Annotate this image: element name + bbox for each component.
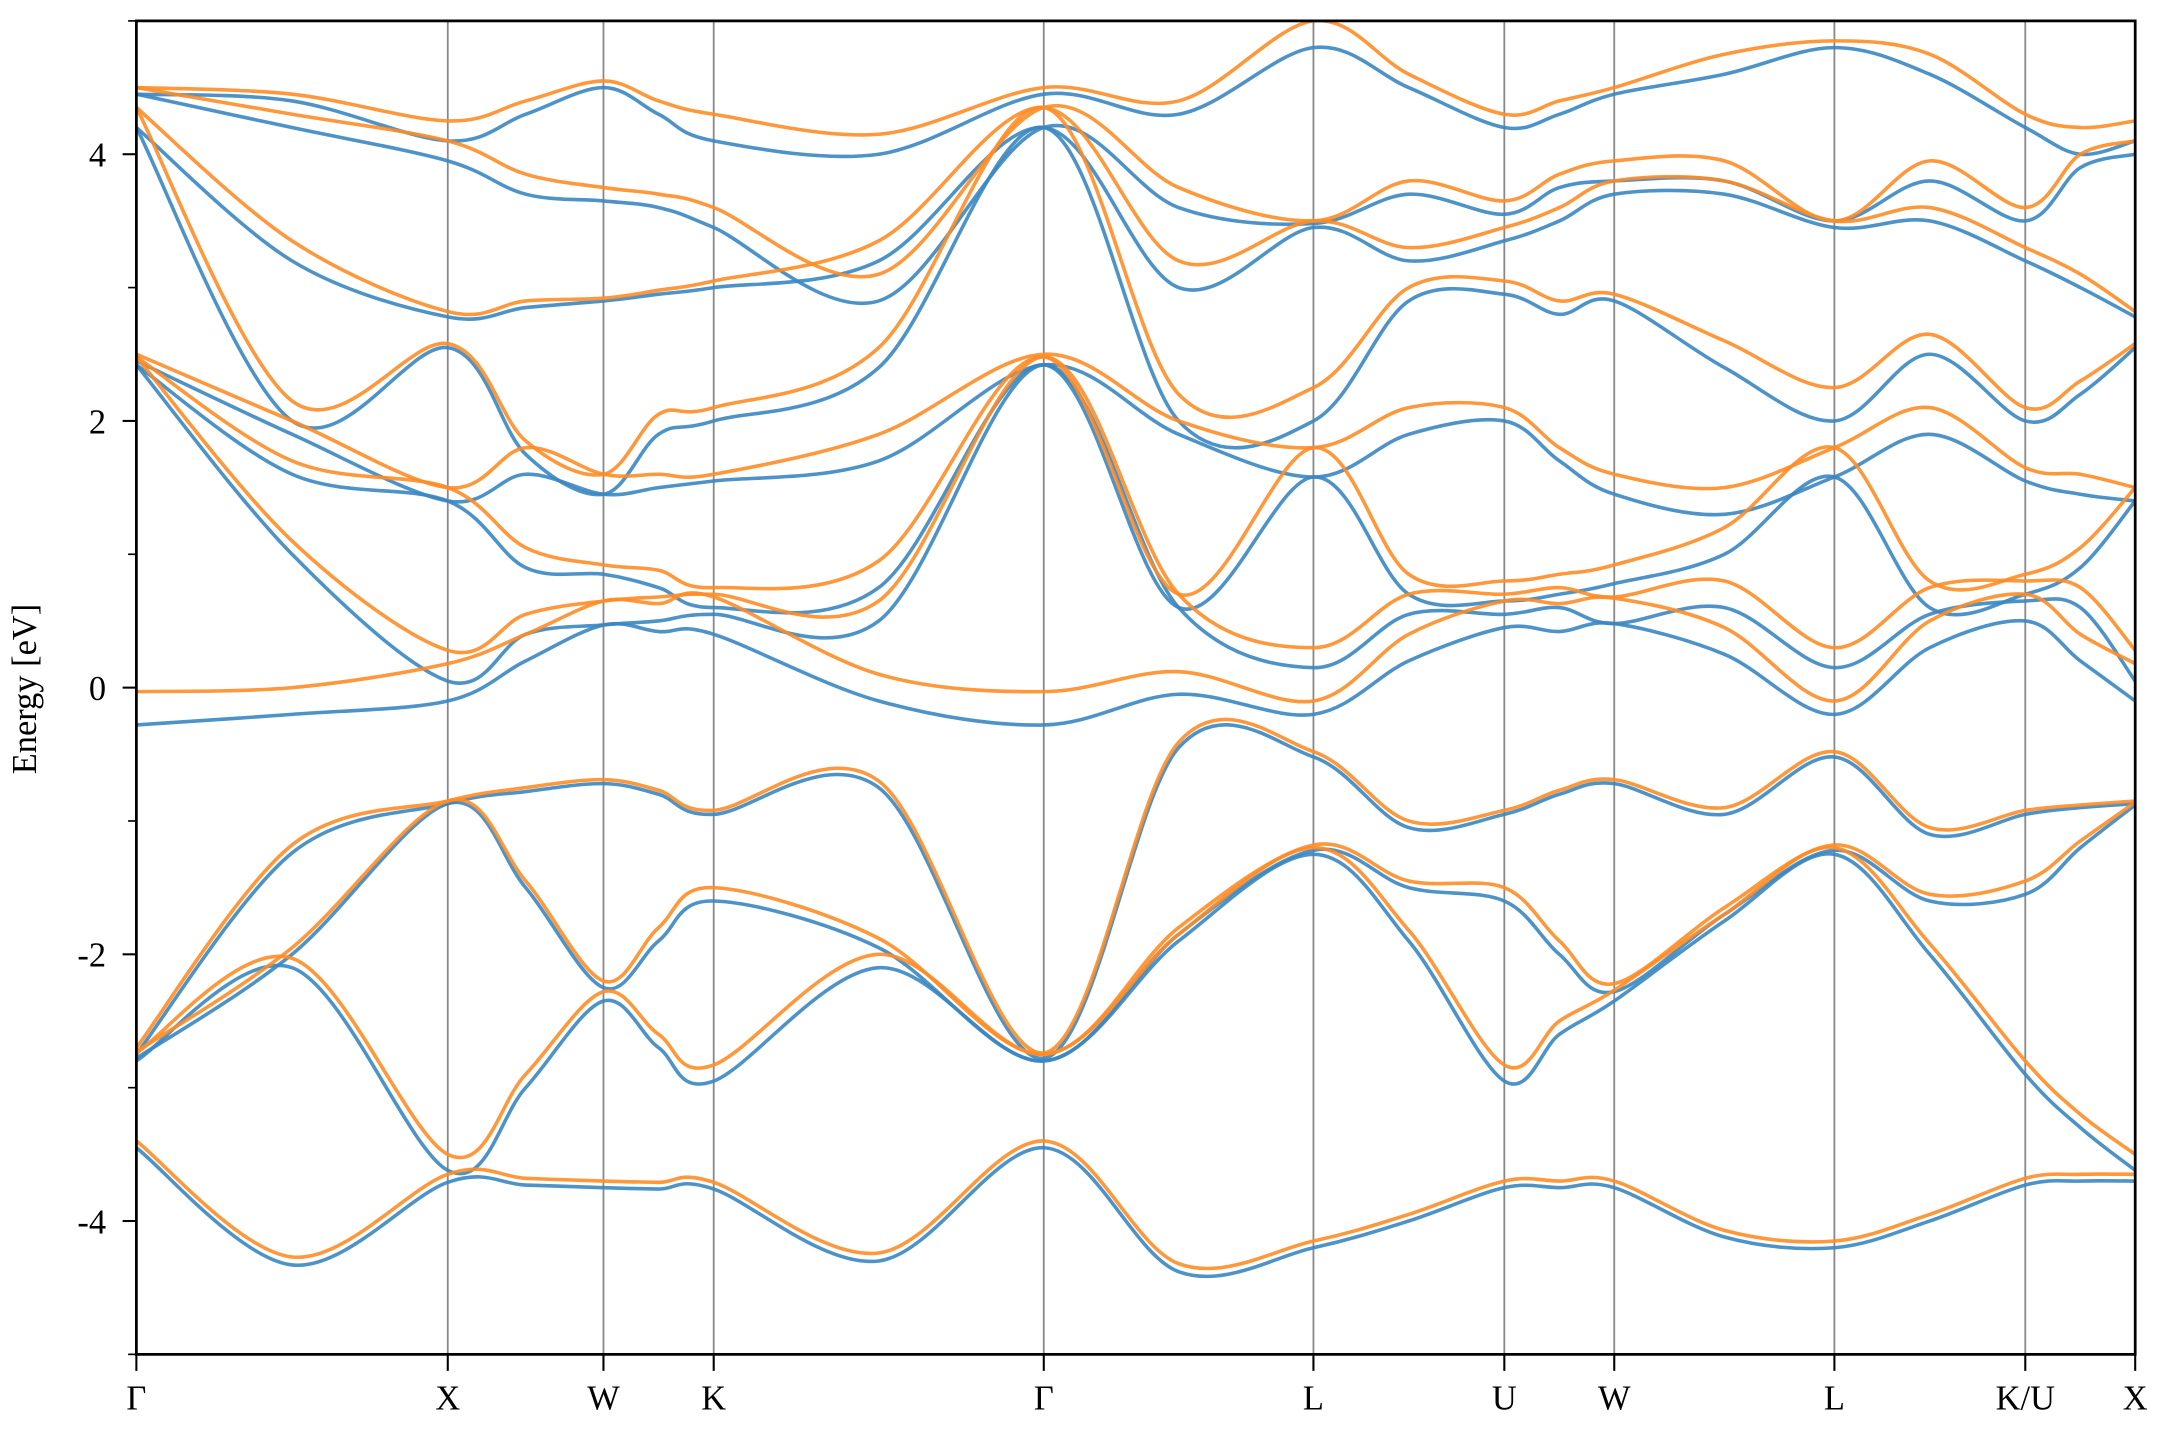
blue-band-6 [136,363,2136,685]
y-tick-label: -4 [77,1203,106,1241]
x-tick-label: L [1824,1379,1845,1417]
blue-band-2 [136,852,2136,1176]
y-tick-label: 4 [89,137,106,175]
orange-band-1 [136,1139,2136,1271]
blue-band-9 [136,125,2136,497]
orange-band-8 [136,352,2136,491]
blue-band-12 [136,45,2136,159]
blue-band-7 [136,363,2136,617]
x-tick-label: W [587,1379,620,1417]
y-axis-label: Energy [eV] [6,604,44,774]
blue-band-5 [136,618,2136,727]
blue-band-11 [136,92,2136,305]
orange-band-4 [136,717,2136,1055]
x-tick-label: Γ [126,1379,146,1417]
x-tick-label: X [435,1379,460,1417]
orange-band-5 [136,591,2136,704]
y-tick-label: 2 [89,403,106,441]
orange-band-9 [136,105,2136,477]
x-tick-label: L [1303,1379,1324,1417]
blue-band-8 [136,359,2136,517]
orange-band-6 [136,355,2136,655]
blue-band-4 [136,723,2136,1061]
x-tick-label: X [2123,1379,2148,1417]
orange-band-2 [136,845,2136,1160]
orange-band-7 [136,355,2136,597]
y-tick-label: -2 [77,937,106,975]
orange-band-12 [136,20,2136,137]
orange-band-11 [136,85,2136,279]
y-tick-label: 0 [89,670,106,708]
bands [136,20,2136,1279]
x-tick-label: U [1492,1379,1517,1417]
x-tick-label: Γ [1034,1379,1054,1417]
x-tick-label: W [1598,1379,1631,1417]
x-tick-label: K/U [1996,1379,2055,1417]
x-axis: Γ X W K Γ L U W L K/U X [126,1354,2148,1417]
orange-band-10 [136,105,2136,317]
blue-band-1 [136,1145,2136,1279]
x-tick-label: K [701,1379,726,1417]
orange-band-3 [136,797,2136,1057]
y-axis: 4 2 0 -2 -4 [77,20,137,1356]
blue-band-10 [136,125,2136,321]
